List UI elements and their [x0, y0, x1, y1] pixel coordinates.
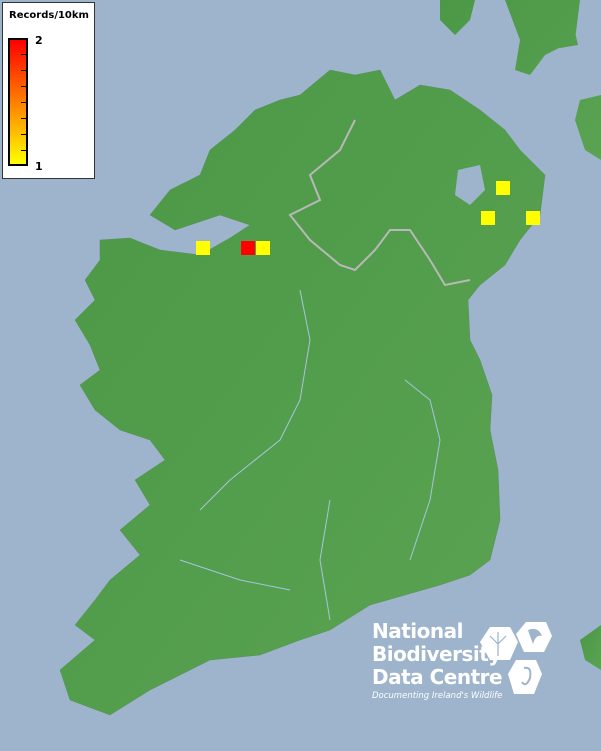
- legend-tick: [21, 70, 26, 71]
- record-square[interactable]: [241, 241, 255, 255]
- legend-max-label: 2: [35, 34, 43, 47]
- record-square[interactable]: [526, 211, 540, 225]
- logo-line-1: National: [372, 619, 463, 643]
- legend-tick: [21, 118, 26, 119]
- logo-hexagon-icon: [480, 622, 552, 694]
- legend-title: Records/10km: [9, 10, 89, 21]
- record-square[interactable]: [496, 181, 510, 195]
- ireland-landmass: [59, 69, 546, 716]
- logo-line-2: Biodiversity: [372, 642, 501, 666]
- legend-tick: [21, 54, 26, 55]
- scotland-landmass: [440, 0, 601, 160]
- record-square[interactable]: [256, 241, 270, 255]
- legend-min-label: 1: [35, 160, 43, 173]
- logo-line-3: Data Centre: [372, 665, 503, 689]
- record-square[interactable]: [196, 241, 210, 255]
- legend-tick: [21, 150, 26, 151]
- river: [179, 289, 441, 621]
- legend-tick: [21, 102, 26, 103]
- logo-tagline: Documenting Ireland's Wildlife: [372, 691, 503, 701]
- ni-border: [288, 119, 471, 287]
- record-square[interactable]: [481, 211, 495, 225]
- wales-landmass: [580, 625, 601, 670]
- record-squares: [196, 181, 540, 255]
- legend-tick: [21, 134, 26, 135]
- lough-neagh: [455, 165, 485, 205]
- legend: Records/10km 2 1: [2, 2, 95, 179]
- legend-tick: [21, 86, 26, 87]
- nbdc-logo: National Biodiversity Data Centre Docume…: [372, 619, 503, 702]
